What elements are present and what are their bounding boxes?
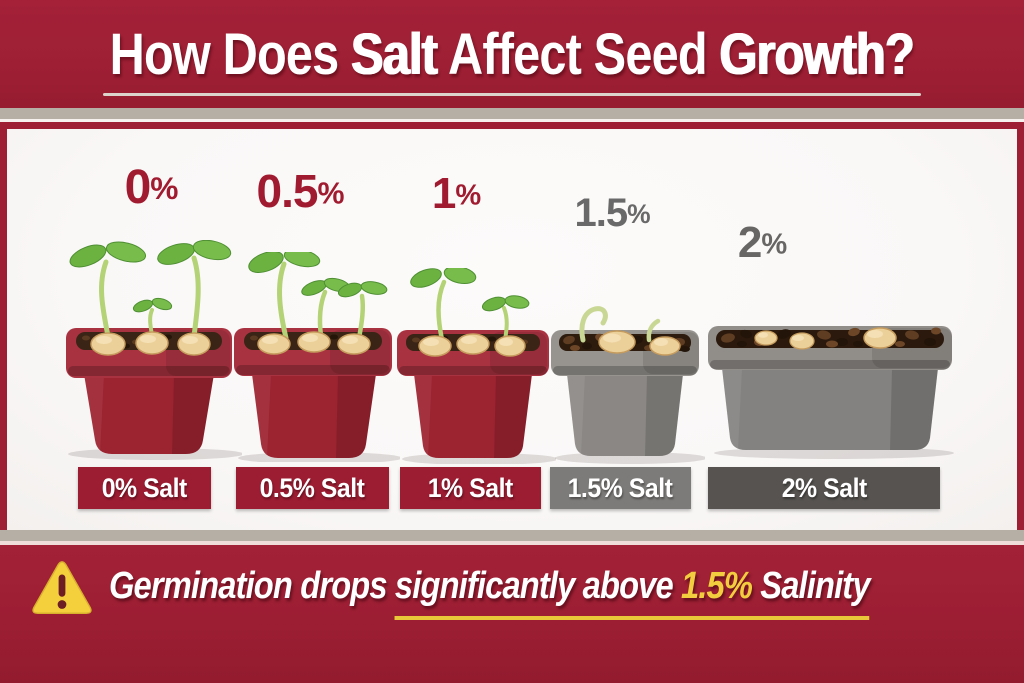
pot-illustration-0-5-salt	[226, 252, 400, 462]
pot-1-svg	[397, 268, 556, 464]
salt-tag-2: 2% Salt	[708, 467, 940, 509]
left-border	[0, 125, 7, 543]
pot-illustration-2-salt	[702, 316, 958, 460]
salt-tag-0-5: 0.5% Salt	[236, 467, 389, 509]
pot-illustration-0-salt	[56, 240, 242, 460]
title-part-1: How Does	[109, 22, 352, 87]
salt-tag-0: 0% Salt	[78, 467, 211, 509]
title-part-4: Growth?	[719, 22, 915, 87]
percent-label-0-5: 0.5%	[256, 165, 345, 217]
pot-1-5-svg	[551, 306, 705, 464]
warning-row: Germination drops significantly above 1.…	[0, 557, 1024, 620]
title-part-2: Salt	[351, 22, 438, 87]
salt-tag-1: 1% Salt	[400, 467, 541, 509]
warning-text: Germination drops significantly above 1.…	[108, 557, 870, 620]
footer-banner: Germination drops significantly above 1.…	[0, 545, 1024, 683]
percent-label-1: 1%	[431, 169, 481, 218]
warning-triangle-icon	[32, 561, 92, 614]
warning-underlined: significantly above 1.5% Salinity	[394, 565, 870, 620]
salt-tag-1-5: 1.5% Salt	[550, 467, 691, 509]
pot-0-svg	[66, 240, 242, 460]
bottom-separator-gray	[0, 530, 1024, 541]
pot-illustration-1-5-salt	[545, 298, 705, 464]
top-separator-white	[0, 119, 1024, 122]
page-title: How Does Salt Affect Seed Growth?	[110, 26, 915, 84]
top-separator-gray	[0, 108, 1024, 119]
pot-2-svg	[708, 326, 954, 459]
percent-label-0: 0%	[124, 161, 179, 214]
pot-illustration-1-salt	[390, 268, 556, 464]
header-banner: How Does Salt Affect Seed Growth?	[0, 0, 1024, 108]
percent-label-2: 2%	[737, 218, 787, 267]
right-border	[1017, 125, 1024, 543]
title-part-3: Affect Seed	[437, 22, 720, 87]
percent-label-1-5: 1.5%	[574, 191, 650, 235]
title-underline	[103, 93, 921, 96]
bottom-separator-pink	[0, 541, 1024, 545]
warning-prefix: Germination drops	[108, 565, 395, 607]
pot-0-5-svg	[234, 252, 400, 462]
top-separator-red	[0, 122, 1024, 129]
warning-highlight: 1.5%	[680, 565, 753, 607]
